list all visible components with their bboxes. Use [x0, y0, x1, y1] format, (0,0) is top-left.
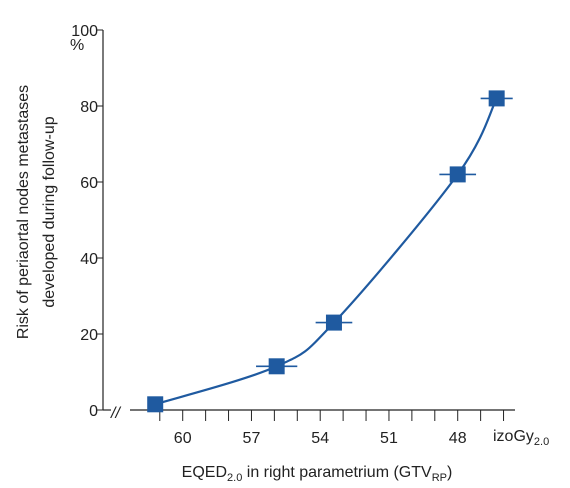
y-tick-label: 0	[89, 403, 98, 420]
x-tick-label: 57	[243, 430, 261, 447]
y-tick-label: 80	[80, 99, 98, 116]
x-unit-label: izoGy2.0	[493, 428, 549, 448]
y-tick-label: 40	[80, 251, 98, 268]
data-point	[488, 90, 505, 107]
x-axis: 60 57 54 51 48	[103, 409, 515, 447]
x-axis-title-sub1: 2.0	[227, 472, 242, 484]
axis-break-symbol: //	[110, 405, 121, 422]
data-point	[325, 314, 342, 331]
y-axis: 0 20 40 60 80 100	[71, 23, 104, 420]
y-axis-title-line-2: developed during follow-up	[41, 116, 58, 307]
x-tick-label: 48	[449, 430, 467, 447]
x-axis-title-prefix: EQED	[182, 464, 227, 481]
y-unit-label: %	[70, 37, 84, 54]
series-line	[154, 97, 498, 406]
x-axis-title: EQED2.0 in right parametrium (GTVRP)	[182, 464, 453, 484]
x-tick-label: 54	[311, 430, 329, 447]
y-axis-title: Risk of periaortal nodes metastases deve…	[15, 85, 58, 339]
x-unit-base: izoGy	[493, 428, 534, 445]
y-tick-label: 100	[71, 23, 98, 40]
x-tick-label: 60	[174, 430, 192, 447]
y-axis-title-line-1: Risk of periaortal nodes metastases	[15, 85, 32, 339]
x-axis-title-suffix: )	[447, 464, 452, 481]
series	[147, 90, 513, 413]
data-point	[147, 396, 164, 413]
y-tick-label: 20	[80, 327, 98, 344]
x-tick-label: 51	[380, 430, 398, 447]
y-tick-label: 60	[80, 175, 98, 192]
x-axis-title-sub2: RP	[432, 472, 447, 484]
x-unit-subscript: 2.0	[534, 436, 549, 448]
data-point	[268, 358, 285, 375]
data-point	[449, 166, 466, 183]
x-axis-title-middle: in right parametrium (GTV	[242, 464, 432, 481]
